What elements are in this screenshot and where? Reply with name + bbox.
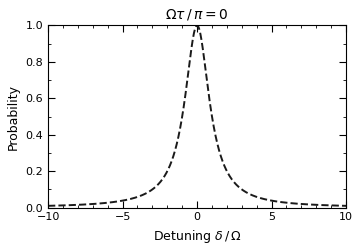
Y-axis label: Probability: Probability xyxy=(7,83,20,149)
Title: $\Omega\tau\, /\, \pi = 0$: $\Omega\tau\, /\, \pi = 0$ xyxy=(165,7,229,22)
X-axis label: Detuning $\delta\, /\, \Omega$: Detuning $\delta\, /\, \Omega$ xyxy=(153,228,241,245)
